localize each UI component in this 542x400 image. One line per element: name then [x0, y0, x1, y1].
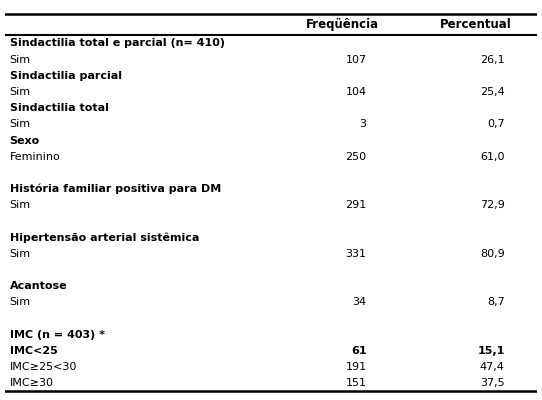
Text: 37,5: 37,5	[480, 378, 505, 388]
Text: Sexo: Sexo	[10, 136, 40, 146]
Text: 61,0: 61,0	[480, 152, 505, 162]
Text: Percentual: Percentual	[440, 18, 511, 31]
Text: 25,4: 25,4	[480, 87, 505, 97]
Text: Sindactilia total: Sindactilia total	[10, 103, 108, 113]
Text: 151: 151	[346, 378, 366, 388]
Text: 26,1: 26,1	[480, 55, 505, 65]
Text: 250: 250	[345, 152, 366, 162]
Text: IMC≥25<30: IMC≥25<30	[10, 362, 77, 372]
Text: 331: 331	[346, 249, 366, 259]
Text: História familiar positiva para DM: História familiar positiva para DM	[10, 184, 221, 194]
Text: Hipertensão arterial sistêmica: Hipertensão arterial sistêmica	[10, 232, 199, 243]
Text: 34: 34	[352, 297, 366, 307]
Text: Sim: Sim	[10, 200, 31, 210]
Text: 15,1: 15,1	[478, 346, 505, 356]
Text: Sindactilia total e parcial (n= 410): Sindactilia total e parcial (n= 410)	[10, 38, 225, 48]
Text: Sim: Sim	[10, 119, 31, 129]
Text: IMC≥30: IMC≥30	[10, 378, 54, 388]
Text: Acantose: Acantose	[10, 281, 67, 291]
Text: 8,7: 8,7	[487, 297, 505, 307]
Text: Sim: Sim	[10, 55, 31, 65]
Text: 0,7: 0,7	[487, 119, 505, 129]
Text: 191: 191	[345, 362, 366, 372]
Text: Sindactilia parcial: Sindactilia parcial	[10, 71, 121, 81]
Text: 3: 3	[359, 119, 366, 129]
Text: 107: 107	[345, 55, 366, 65]
Text: 104: 104	[345, 87, 366, 97]
Text: 291: 291	[345, 200, 366, 210]
Text: Sim: Sim	[10, 297, 31, 307]
Text: 80,9: 80,9	[480, 249, 505, 259]
Text: IMC<25: IMC<25	[10, 346, 57, 356]
Text: Freqüência: Freqüência	[306, 18, 379, 31]
Text: Sim: Sim	[10, 249, 31, 259]
Text: 72,9: 72,9	[480, 200, 505, 210]
Text: Sim: Sim	[10, 87, 31, 97]
Text: Feminino: Feminino	[10, 152, 60, 162]
Text: 47,4: 47,4	[480, 362, 505, 372]
Text: IMC (n = 403) *: IMC (n = 403) *	[10, 330, 105, 340]
Text: 61: 61	[351, 346, 366, 356]
